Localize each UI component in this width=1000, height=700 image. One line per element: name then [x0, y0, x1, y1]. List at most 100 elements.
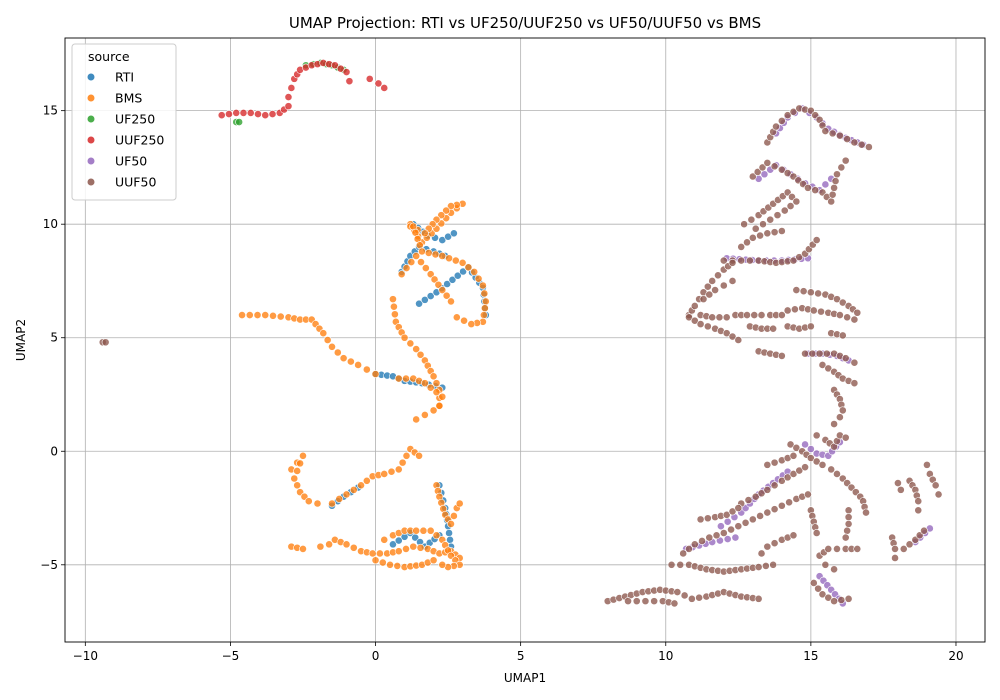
legend-box	[71, 43, 177, 201]
legend: source RTI BMS UF250 UUF250 UF50 UUF50	[71, 43, 177, 201]
data-point	[757, 489, 766, 498]
data-point	[431, 250, 440, 259]
data-point	[838, 406, 847, 415]
data-point	[763, 542, 772, 551]
data-point	[299, 545, 307, 553]
data-point	[290, 474, 299, 483]
data-point	[821, 180, 830, 189]
data-point	[479, 281, 487, 290]
data-point	[743, 238, 751, 247]
data-point	[789, 107, 798, 116]
data-point	[756, 512, 764, 520]
data-point	[841, 433, 850, 442]
data-point	[786, 440, 795, 449]
data-point	[740, 220, 749, 229]
data-point	[754, 563, 763, 571]
data-point	[261, 311, 270, 319]
legend-marker	[86, 177, 96, 187]
data-point	[843, 526, 852, 535]
data-point	[737, 243, 746, 251]
data-point	[769, 324, 778, 333]
data-point	[850, 315, 859, 324]
data-point	[844, 513, 853, 522]
data-point	[835, 413, 844, 422]
data-point	[722, 313, 731, 322]
y-axis-label: UMAP2	[14, 319, 28, 361]
data-point	[336, 64, 345, 73]
data-point	[715, 313, 724, 322]
data-point	[766, 215, 775, 224]
data-point	[894, 479, 902, 487]
legend-title: source	[88, 49, 130, 64]
data-point	[378, 558, 387, 567]
data-point	[624, 597, 632, 606]
data-point	[783, 306, 792, 315]
data-point	[670, 599, 679, 608]
data-point	[268, 110, 277, 118]
data-point	[777, 227, 786, 235]
data-point	[758, 163, 767, 172]
data-point	[296, 459, 304, 468]
data-point	[727, 525, 735, 534]
data-point	[467, 320, 476, 329]
y-tick-label: 5	[50, 331, 58, 345]
data-point	[789, 470, 798, 478]
data-point	[696, 320, 705, 329]
data-point	[841, 533, 850, 542]
x-tick-label: 15	[803, 649, 818, 663]
data-point	[770, 481, 779, 490]
data-point	[319, 329, 328, 338]
data-point	[705, 290, 714, 299]
data-point	[801, 463, 809, 472]
data-point	[812, 529, 821, 537]
data-point	[442, 291, 451, 300]
data-point	[751, 492, 760, 501]
data-point	[905, 540, 914, 549]
data-point	[799, 287, 808, 296]
data-point	[734, 336, 743, 344]
data-point	[891, 554, 899, 562]
data-point	[801, 440, 809, 449]
data-point	[814, 289, 823, 298]
data-point	[445, 254, 453, 263]
data-point	[777, 165, 786, 174]
data-point	[390, 310, 399, 319]
data-point	[357, 481, 365, 490]
data-point	[443, 280, 452, 288]
legend-marker	[86, 93, 96, 103]
data-point	[708, 313, 717, 322]
data-point	[792, 286, 801, 294]
data-point	[418, 247, 426, 256]
data-point	[432, 531, 441, 540]
data-point	[737, 256, 746, 265]
data-point	[703, 282, 712, 291]
data-point	[416, 350, 425, 359]
data-point	[400, 333, 409, 342]
data-point	[387, 467, 396, 476]
data-point	[225, 110, 233, 118]
data-point	[770, 228, 779, 237]
data-point	[696, 515, 705, 524]
data-point	[806, 445, 815, 453]
data-point	[828, 190, 837, 199]
data-point	[801, 349, 809, 358]
data-point	[254, 110, 262, 118]
data-point	[728, 507, 737, 516]
data-point	[402, 451, 411, 460]
data-point	[346, 357, 355, 366]
data-point	[770, 162, 779, 171]
data-point	[239, 109, 248, 117]
data-point	[734, 504, 743, 512]
data-point	[815, 349, 824, 358]
data-point	[843, 313, 852, 322]
data-point	[830, 420, 838, 428]
data-point	[667, 560, 676, 569]
data-point	[722, 329, 731, 338]
data-point	[809, 306, 818, 315]
data-point	[447, 297, 455, 306]
data-point	[763, 485, 772, 494]
data-point	[914, 506, 923, 515]
data-point	[342, 68, 351, 76]
data-point	[723, 535, 732, 543]
data-point	[687, 594, 696, 603]
